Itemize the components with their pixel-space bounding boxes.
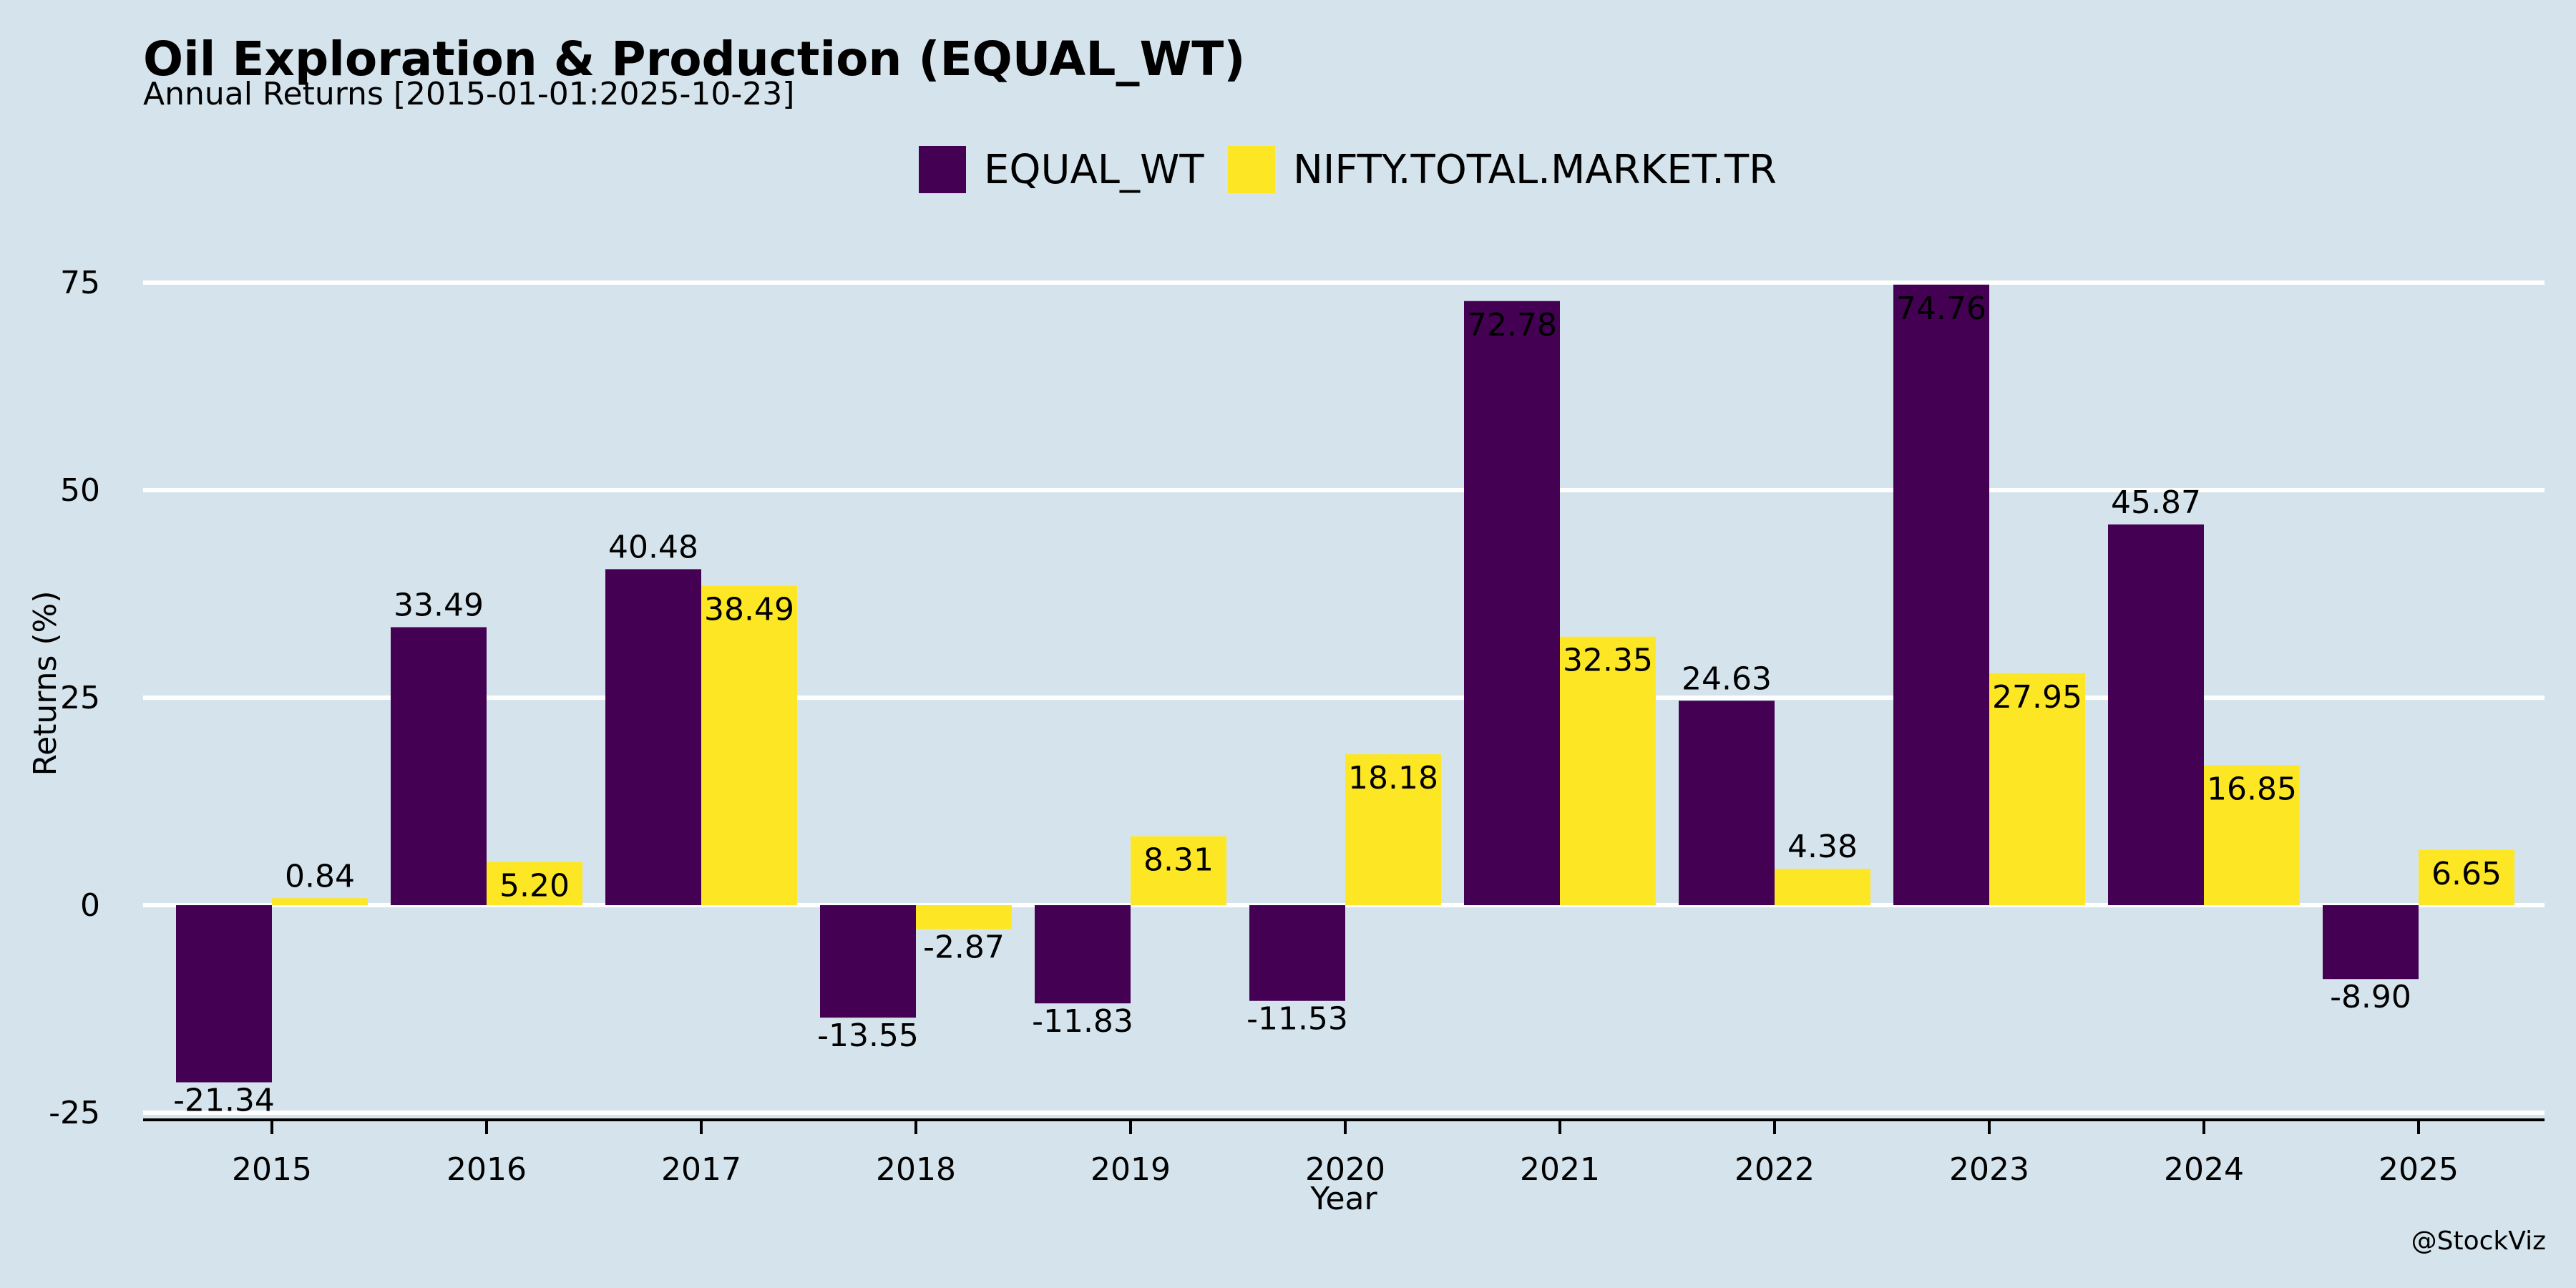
x-axis-label: Year bbox=[1309, 1181, 1377, 1217]
legend-swatch-nifty-total-market-tr bbox=[1228, 146, 1275, 193]
data-label-nifty-total-market-tr: 38.49 bbox=[704, 592, 794, 628]
x-tick-label: 2023 bbox=[1949, 1151, 2029, 1188]
data-label-equal-wt: -11.83 bbox=[1032, 1003, 1133, 1040]
data-label-equal-wt: -8.90 bbox=[2330, 979, 2411, 1015]
x-tick-label: 2015 bbox=[232, 1151, 312, 1188]
bar-nifty-total-market-tr bbox=[1989, 673, 2085, 905]
bar-equal-wt bbox=[1679, 701, 1775, 905]
x-tick-label: 2022 bbox=[1735, 1151, 1815, 1188]
x-tick-label: 2020 bbox=[1305, 1151, 1385, 1188]
bar-equal-wt bbox=[605, 569, 701, 905]
data-label-nifty-total-market-tr: 6.65 bbox=[2431, 856, 2502, 892]
y-axis-label: Returns (%) bbox=[27, 590, 64, 776]
bar-nifty-total-market-tr bbox=[272, 898, 368, 905]
y-tick-label: 50 bbox=[60, 472, 100, 509]
y-tick-label: 0 bbox=[80, 887, 100, 924]
bar-nifty-total-market-tr bbox=[1345, 754, 1441, 905]
chart-title: Oil Exploration & Production (EQUAL_WT) bbox=[143, 31, 1245, 87]
bar-nifty-total-market-tr bbox=[701, 585, 797, 905]
bar-equal-wt bbox=[1893, 284, 1989, 905]
bar-nifty-total-market-tr bbox=[916, 905, 1012, 930]
x-tick-label: 2025 bbox=[2379, 1151, 2459, 1188]
x-tick-label: 2024 bbox=[2164, 1151, 2244, 1188]
bar-nifty-total-market-tr bbox=[487, 862, 582, 905]
data-label-nifty-total-market-tr: 27.95 bbox=[1992, 679, 2082, 716]
legend-swatch-equal-wt bbox=[919, 146, 966, 193]
x-tick-label: 2017 bbox=[661, 1151, 741, 1188]
x-tick-labels: 2015 2016 2017 2018 2019 2020 2021 2022 2023 2024… bbox=[232, 1120, 2459, 1188]
bar-nifty-total-market-tr bbox=[1775, 869, 1870, 905]
data-label-nifty-total-market-tr: 5.20 bbox=[499, 868, 570, 904]
data-label-nifty-total-market-tr: 18.18 bbox=[1348, 760, 1438, 796]
chart-subtitle: Annual Returns [2015-01-01:2025-10-23] bbox=[143, 76, 794, 112]
bar-equal-wt bbox=[1035, 905, 1131, 1004]
bar-nifty-total-market-tr bbox=[2419, 849, 2514, 905]
x-tick-label: 2016 bbox=[447, 1151, 527, 1188]
data-label-nifty-total-market-tr: 8.31 bbox=[1143, 842, 1214, 879]
legend-label-equal-wt: EQUAL_WT bbox=[984, 147, 1204, 193]
x-tick-label: 2021 bbox=[1520, 1151, 1600, 1188]
bars bbox=[176, 284, 2514, 1083]
y-tick-label: 75 bbox=[60, 265, 100, 301]
bar-equal-wt bbox=[820, 905, 916, 1018]
data-label-nifty-total-market-tr: 0.84 bbox=[285, 858, 355, 894]
x-tick-label: 2018 bbox=[876, 1151, 956, 1188]
bar-equal-wt bbox=[1464, 301, 1560, 905]
data-label-equal-wt: -21.34 bbox=[173, 1083, 275, 1119]
legend: EQUAL_WT NIFTY.TOTAL.MARKET.TR bbox=[919, 146, 1777, 193]
data-label-equal-wt: -13.55 bbox=[817, 1018, 919, 1054]
bar-nifty-total-market-tr bbox=[2204, 765, 2300, 905]
credit-text: @StockViz bbox=[2411, 1226, 2546, 1256]
bar-equal-wt bbox=[391, 627, 487, 905]
data-label-equal-wt: 74.76 bbox=[1896, 291, 1986, 327]
data-label-nifty-total-market-tr: 32.35 bbox=[1563, 643, 1653, 679]
y-tick-label: 25 bbox=[60, 680, 100, 716]
bar-equal-wt bbox=[2323, 905, 2419, 980]
bar-equal-wt bbox=[176, 905, 272, 1083]
data-label-equal-wt: 40.48 bbox=[608, 529, 698, 565]
bar-nifty-total-market-tr bbox=[1131, 836, 1226, 905]
data-label-equal-wt: 72.78 bbox=[1467, 307, 1557, 343]
data-label-equal-wt: 24.63 bbox=[1682, 660, 1772, 697]
x-tick-label: 2019 bbox=[1091, 1151, 1171, 1188]
bar-equal-wt bbox=[1249, 905, 1345, 1001]
legend-label-nifty-total-market-tr: NIFTY.TOTAL.MARKET.TR bbox=[1293, 147, 1777, 193]
data-label-equal-wt: -11.53 bbox=[1246, 1001, 1348, 1038]
bar-equal-wt bbox=[2108, 524, 2204, 905]
y-tick-label: -25 bbox=[49, 1095, 100, 1131]
data-label-nifty-total-market-tr: 16.85 bbox=[2207, 771, 2297, 808]
data-label-nifty-total-market-tr: -2.87 bbox=[923, 929, 1005, 965]
data-label-nifty-total-market-tr: 4.38 bbox=[1787, 829, 1858, 865]
bar-nifty-total-market-tr bbox=[1560, 636, 1656, 905]
data-label-equal-wt: 33.49 bbox=[394, 587, 484, 624]
data-label-equal-wt: 45.87 bbox=[2111, 484, 2201, 521]
y-tick-labels: -25 0 25 50 75 bbox=[49, 265, 100, 1131]
